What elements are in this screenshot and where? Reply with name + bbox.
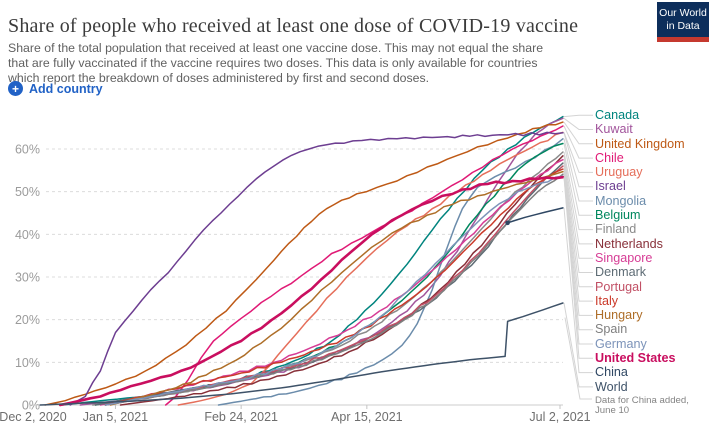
legend-connector-chile bbox=[563, 125, 593, 159]
series-line-uruguay[interactable] bbox=[177, 131, 564, 406]
annotation-connector bbox=[564, 317, 592, 400]
legend-connector-portugal bbox=[563, 166, 593, 288]
china-data-annotation: Data for China added, June 10 bbox=[595, 394, 689, 417]
legend-item-belgium[interactable]: Belgium bbox=[595, 208, 641, 223]
legend-item-spain[interactable]: Spain bbox=[595, 322, 628, 337]
legend-item-chile[interactable]: Chile bbox=[595, 150, 624, 165]
legend-connector-finland bbox=[563, 151, 593, 231]
series-start-marker-china bbox=[505, 220, 510, 226]
legend-item-denmark[interactable]: Denmark bbox=[595, 265, 647, 280]
owid-logo[interactable]: Our World in Data bbox=[657, 2, 709, 42]
series-line-world[interactable] bbox=[39, 302, 564, 406]
series-line-netherlands[interactable] bbox=[119, 155, 564, 406]
chart-legend: Canada Kuwait United Kingdom Chile Uruguay Is… bbox=[595, 108, 709, 417]
y-tick-label-30: 30% bbox=[15, 270, 40, 284]
series-line-chile[interactable] bbox=[164, 125, 564, 406]
legend-item-mongolia[interactable]: Mongolia bbox=[595, 193, 647, 208]
y-tick-label-20: 20% bbox=[15, 313, 40, 327]
legend-item-united-states[interactable]: United States bbox=[595, 351, 676, 366]
y-tick-label-10: 10% bbox=[15, 356, 40, 370]
chart-plot-area[interactable]: 0%10%20%30%40%50%60%Dec 2, 2020 Jan 5, 20… bbox=[0, 100, 709, 431]
legend-connector-china bbox=[563, 207, 593, 374]
legend-connector-united-states bbox=[563, 177, 593, 359]
legend-connector-kuwait bbox=[563, 117, 593, 130]
legend-item-kuwait[interactable]: Kuwait bbox=[595, 122, 633, 137]
series-line-united-states[interactable] bbox=[58, 175, 565, 407]
legend-item-italy[interactable]: Italy bbox=[595, 293, 619, 308]
series-line-finland[interactable] bbox=[92, 151, 564, 406]
legend-item-germany[interactable]: Germany bbox=[595, 336, 647, 351]
legend-item-canada[interactable]: Canada bbox=[595, 108, 640, 122]
series-line-germany[interactable] bbox=[104, 175, 564, 406]
series-line-united-kingdom[interactable] bbox=[44, 121, 564, 406]
y-tick-label-40: 40% bbox=[15, 228, 40, 242]
legend-item-hungary[interactable]: Hungary bbox=[595, 308, 643, 323]
legend-connector-world bbox=[563, 302, 593, 388]
legend-connector-uruguay bbox=[563, 132, 593, 173]
series-line-spain[interactable] bbox=[104, 173, 564, 406]
legend-connector-singapore bbox=[563, 159, 593, 259]
legend-item-uruguay[interactable]: Uruguay bbox=[595, 165, 643, 180]
legend-item-netherlands[interactable]: Netherlands bbox=[595, 236, 663, 251]
legend-connector-spain bbox=[563, 174, 593, 331]
series-line-hungary[interactable] bbox=[109, 170, 564, 406]
legend-connector-israel bbox=[563, 132, 593, 188]
owid-logo-line2: in Data bbox=[666, 19, 700, 32]
legend-connector-belgium bbox=[563, 143, 593, 216]
legend-connector-hungary bbox=[563, 171, 593, 316]
legend-connector-united-kingdom bbox=[563, 121, 593, 145]
series-line-israel[interactable] bbox=[69, 131, 564, 406]
legend-item-china[interactable]: China bbox=[595, 365, 628, 380]
legend-connector-netherlands bbox=[563, 155, 593, 245]
owid-logo-line1: Our World bbox=[659, 7, 707, 19]
legend-item-united-kingdom[interactable]: United Kingdom bbox=[595, 136, 685, 151]
chart-subtitle: Share of the total population that recei… bbox=[8, 41, 544, 86]
x-tick-label-0: Dec 2, 2020 bbox=[0, 410, 67, 424]
y-tick-label-50: 50% bbox=[15, 185, 40, 199]
x-tick-label-2: Feb 24, 2021 bbox=[204, 410, 278, 424]
legend-connector-denmark bbox=[563, 163, 593, 273]
x-tick-label-1: Jan 5, 2021 bbox=[83, 410, 148, 424]
series-line-portugal[interactable] bbox=[104, 165, 564, 406]
x-tick-label-4: Jul 2, 2021 bbox=[529, 410, 590, 424]
add-country-button[interactable]: + Add country bbox=[8, 81, 103, 96]
legend-connector-canada bbox=[563, 114, 593, 118]
legend-item-portugal[interactable]: Portugal bbox=[595, 279, 642, 294]
legend-item-israel[interactable]: Israel bbox=[595, 179, 626, 194]
x-tick-label-3: Apr 15, 2021 bbox=[331, 410, 403, 424]
y-tick-label-60: 60% bbox=[15, 142, 40, 156]
legend-item-world[interactable]: World bbox=[595, 379, 628, 394]
legend-connector-mongolia bbox=[563, 138, 593, 202]
legend-connector-italy bbox=[563, 169, 593, 302]
series-line-mongolia[interactable] bbox=[217, 138, 564, 406]
series-line-china[interactable] bbox=[506, 207, 564, 224]
add-country-label: Add country bbox=[29, 81, 103, 96]
legend-item-singapore[interactable]: Singapore bbox=[595, 250, 653, 265]
plus-circle-icon: + bbox=[8, 81, 23, 96]
chart-title: Share of people who received at least on… bbox=[8, 15, 579, 38]
legend-item-finland[interactable]: Finland bbox=[595, 222, 637, 237]
